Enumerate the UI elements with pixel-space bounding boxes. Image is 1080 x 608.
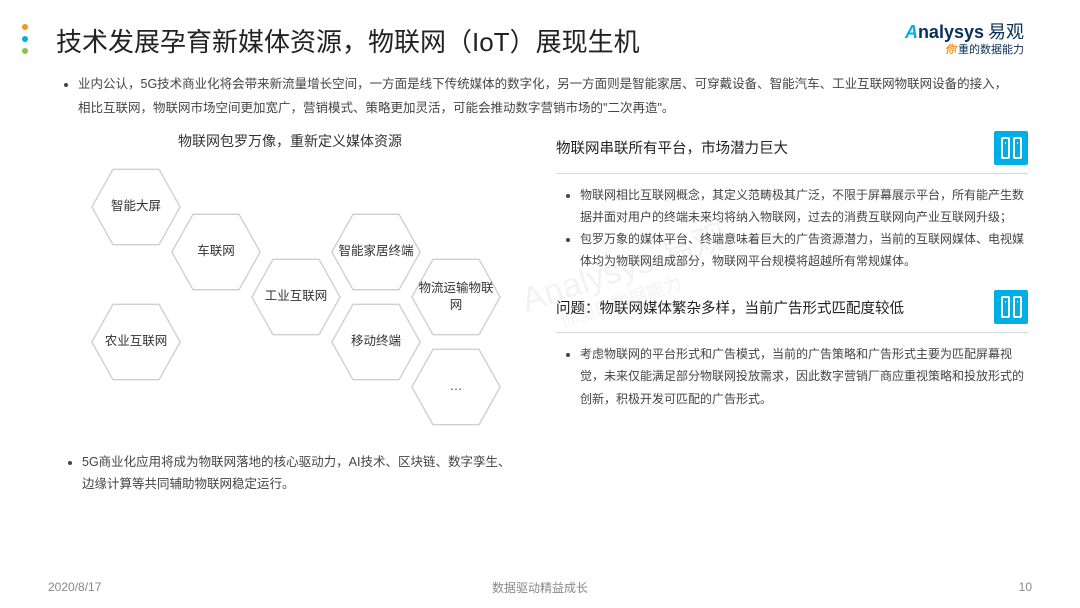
footer: 2020/8/17 数据驱动精益成长 10: [0, 580, 1080, 594]
header: 技术发展孕育新媒体资源，物联网（IoT）展现生机 Analysys易观 你重的数…: [0, 0, 1080, 59]
bars-icon: [994, 131, 1028, 165]
hex-smart-screen: 智能大屏: [90, 167, 182, 247]
section-1: 问题：物联网媒体繁杂多样，当前广告形式匹配度较低 考虑物联网的平台形式和广告模式…: [556, 290, 1028, 410]
diagram-title: 物联网包罗万像，重新定义媒体资源: [40, 131, 540, 151]
section-1-title: 问题：物联网媒体繁杂多样，当前广告形式匹配度较低: [556, 297, 984, 318]
section-0-bullet: 物联网相比互联网概念，其定义范畴极其广泛，不限于屏幕展示平台，所有能产生数据并面…: [580, 184, 1028, 228]
hex-logistics: 物流运输物联网: [410, 257, 502, 337]
section-0: 物联网串联所有平台，市场潜力巨大 物联网相比互联网概念，其定义范畴极其广泛，不限…: [556, 131, 1028, 273]
logo-text-cn: 易观: [988, 22, 1024, 42]
brand-logo: Analysys易观 你重的数据能力: [905, 22, 1024, 57]
dot: [22, 24, 28, 30]
hexagon-diagram: 智能大屏车联网农业互联网 工业互联网 智能家居终端移动终端 物流运输物联网 …: [40, 157, 540, 447]
hex-industrial: 工业互联网: [250, 257, 342, 337]
section-1-body: 考虑物联网的平台形式和广告模式，当前的广告策略和广告形式主要为匹配屏幕视觉，未来…: [556, 343, 1028, 410]
hex-smart-home-label: 智能家居终端: [338, 243, 413, 260]
bars-icon: [994, 290, 1028, 324]
logo-tagline: 重的数据能力: [958, 44, 1024, 56]
hex-smart-screen-label: 智能大屏: [111, 198, 161, 215]
page-title: 技术发展孕育新媒体资源，物联网（IoT）展现生机: [56, 22, 640, 59]
intro-paragraph: 业内公认，5G技术商业化将会带来新流量增长空间，一方面是线下传统媒体的数字化，另…: [0, 59, 1080, 121]
hex-logistics-label: 物流运输物联网: [416, 280, 496, 314]
diagram-footer: 5G商业化应用将成为物联网落地的核心驱动力，AI技术、区块链、数字孪生、边缘计算…: [40, 447, 540, 496]
hex-agriculture: 农业互联网: [90, 302, 182, 382]
hex-industrial-label: 工业互联网: [265, 288, 328, 305]
logo-text-en: nalysys: [918, 22, 984, 42]
logo-tagline-prefix: 你: [945, 44, 956, 56]
logo-letter-a: A: [905, 22, 918, 42]
section-0-header: 物联网串联所有平台，市场潜力巨大: [556, 131, 1028, 174]
dot: [22, 36, 28, 42]
section-0-bullet: 包罗万象的媒体平台、终端意味着巨大的广告资源潜力，当前的互联网媒体、电视媒体均为…: [580, 228, 1028, 272]
section-1-bullet: 考虑物联网的平台形式和广告模式，当前的广告策略和广告形式主要为匹配屏幕视觉，未来…: [580, 343, 1028, 410]
hex-mobile-label: 移动终端: [351, 333, 401, 350]
section-1-header: 问题：物联网媒体繁杂多样，当前广告形式匹配度较低: [556, 290, 1028, 333]
footer-center: 数据驱动精益成长: [492, 579, 588, 596]
content-area: 物联网包罗万像，重新定义媒体资源 智能大屏车联网农业互联网 工业互联网 智能家居终端…: [0, 121, 1080, 496]
footer-date: 2020/8/17: [48, 580, 101, 594]
diagram-footer-text: 5G商业化应用将成为物联网落地的核心驱动力，AI技术、区块链、数字孪生、边缘计算…: [82, 451, 520, 496]
intro-text: 业内公认，5G技术商业化将会带来新流量增长空间，一方面是线下传统媒体的数字化，另…: [78, 73, 1016, 121]
hex-vehicle: 车联网: [170, 212, 262, 292]
hex-smart-home: 智能家居终端: [330, 212, 422, 292]
accent-dots: [22, 24, 28, 54]
left-column: 物联网包罗万像，重新定义媒体资源 智能大屏车联网农业互联网 工业互联网 智能家居终端…: [40, 131, 540, 496]
section-0-title: 物联网串联所有平台，市场潜力巨大: [556, 137, 984, 158]
dot: [22, 48, 28, 54]
hex-more-label: …: [450, 378, 463, 395]
section-0-body: 物联网相比互联网概念，其定义范畴极其广泛，不限于屏幕展示平台，所有能产生数据并面…: [556, 184, 1028, 273]
hex-agriculture-label: 农业互联网: [105, 333, 168, 350]
right-column: 物联网串联所有平台，市场潜力巨大 物联网相比互联网概念，其定义范畴极其广泛，不限…: [556, 131, 1040, 496]
footer-page: 10: [1019, 580, 1032, 594]
hex-vehicle-label: 车联网: [197, 243, 235, 260]
hex-mobile: 移动终端: [330, 302, 422, 382]
hex-more: …: [410, 347, 502, 427]
